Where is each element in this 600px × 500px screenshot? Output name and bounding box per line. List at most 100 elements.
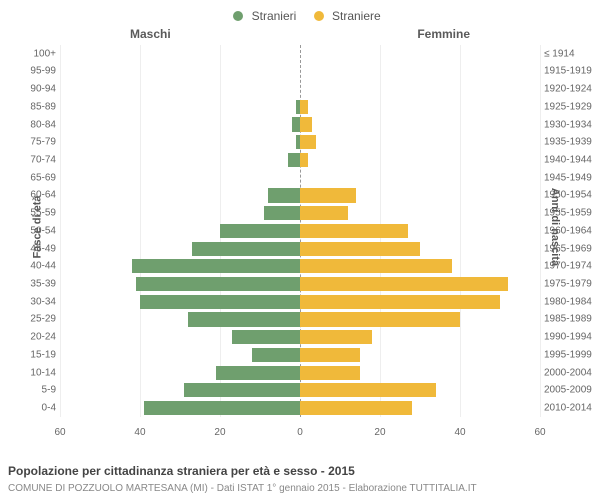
bar-female (300, 366, 360, 380)
bar-female (300, 153, 308, 167)
bar-female (300, 277, 508, 291)
age-row: 0-42010-2014 (60, 399, 540, 417)
age-row: 100+≤ 1914 (60, 45, 540, 63)
bar-female (300, 135, 316, 149)
bar-male (192, 242, 300, 256)
birth-label: 1915-1919 (544, 66, 594, 77)
bar-female (300, 295, 500, 309)
bar-female (300, 117, 312, 131)
age-label: 25-29 (20, 314, 56, 325)
bar-male (216, 366, 300, 380)
bar-female (300, 348, 360, 362)
birth-label: 1920-1924 (544, 84, 594, 95)
bar-male (252, 348, 300, 362)
chart-area: 100+≤ 191495-991915-191990-941920-192485… (60, 45, 540, 417)
age-row: 65-691945-1949 (60, 169, 540, 187)
birth-label: 1960-1964 (544, 225, 594, 236)
age-row: 70-741940-1944 (60, 151, 540, 169)
age-row: 45-491965-1969 (60, 240, 540, 258)
age-label: 5-9 (20, 385, 56, 396)
gridline (540, 45, 541, 417)
bar-female (300, 259, 452, 273)
age-label: 65-69 (20, 172, 56, 183)
legend-swatch-m (233, 11, 243, 21)
age-label: 60-64 (20, 190, 56, 201)
birth-label: 1970-1974 (544, 261, 594, 272)
birth-label: 1985-1989 (544, 314, 594, 325)
column-title-male: Maschi (130, 27, 171, 41)
age-label: 40-44 (20, 261, 56, 272)
birth-label: 2010-2014 (544, 403, 594, 414)
birth-label: 1940-1944 (544, 155, 594, 166)
birth-label: 2000-2004 (544, 367, 594, 378)
bar-male (136, 277, 300, 291)
bar-male (292, 117, 300, 131)
legend-swatch-f (314, 11, 324, 21)
age-row: 90-941920-1924 (60, 80, 540, 98)
bar-male (132, 259, 300, 273)
bar-male (288, 153, 300, 167)
age-row: 40-441970-1974 (60, 257, 540, 275)
rows: 100+≤ 191495-991915-191990-941920-192485… (60, 45, 540, 417)
age-row: 10-142000-2004 (60, 364, 540, 382)
xtick-label: 40 (134, 427, 145, 438)
age-row: 35-391975-1979 (60, 275, 540, 293)
bar-female (300, 206, 348, 220)
bar-male (268, 188, 300, 202)
bar-female (300, 383, 436, 397)
xtick-label: 20 (374, 427, 385, 438)
birth-label: 1975-1979 (544, 279, 594, 290)
bar-female (300, 330, 372, 344)
birth-label: 1980-1984 (544, 296, 594, 307)
age-label: 75-79 (20, 137, 56, 148)
birth-label: 1995-1999 (544, 349, 594, 360)
age-label: 90-94 (20, 84, 56, 95)
bar-female (300, 100, 308, 114)
birth-label: 1955-1959 (544, 208, 594, 219)
age-label: 100+ (20, 48, 56, 59)
birth-label: 1990-1994 (544, 332, 594, 343)
bar-female (300, 224, 408, 238)
age-row: 75-791935-1939 (60, 133, 540, 151)
age-label: 95-99 (20, 66, 56, 77)
bar-male (220, 224, 300, 238)
xtick-label: 60 (534, 427, 545, 438)
age-label: 70-74 (20, 155, 56, 166)
age-row: 85-891925-1929 (60, 98, 540, 116)
age-row: 15-191995-1999 (60, 346, 540, 364)
birth-label: 2005-2009 (544, 385, 594, 396)
column-title-female: Femmine (417, 27, 470, 41)
bar-female (300, 242, 420, 256)
age-row: 60-641950-1954 (60, 187, 540, 205)
xtick-label: 40 (454, 427, 465, 438)
age-row: 5-92005-2009 (60, 381, 540, 399)
age-label: 50-54 (20, 225, 56, 236)
bar-male (188, 312, 300, 326)
age-label: 80-84 (20, 119, 56, 130)
age-row: 95-991915-1919 (60, 63, 540, 81)
age-label: 30-34 (20, 296, 56, 307)
age-row: 25-291985-1989 (60, 311, 540, 329)
birth-label: 1935-1939 (544, 137, 594, 148)
birth-label: 1965-1969 (544, 243, 594, 254)
age-row: 20-241990-1994 (60, 328, 540, 346)
birth-label: ≤ 1914 (544, 48, 594, 59)
legend-label-f: Straniere (332, 9, 381, 23)
age-label: 0-4 (20, 403, 56, 414)
xaxis: 6040200204060 (60, 423, 540, 443)
legend-label-m: Stranieri (252, 9, 297, 23)
chart-container: Stranieri Straniere Maschi Femmine Fasce… (0, 0, 600, 500)
age-label: 15-19 (20, 349, 56, 360)
birth-label: 1945-1949 (544, 172, 594, 183)
age-row: 30-341980-1984 (60, 293, 540, 311)
xtick-label: 0 (297, 427, 303, 438)
age-label: 45-49 (20, 243, 56, 254)
bar-female (300, 401, 412, 415)
age-row: 50-541960-1964 (60, 222, 540, 240)
age-row: 80-841930-1934 (60, 116, 540, 134)
bar-male (140, 295, 300, 309)
age-row: 55-591955-1959 (60, 204, 540, 222)
bar-female (300, 312, 460, 326)
birth-label: 1925-1929 (544, 101, 594, 112)
age-label: 20-24 (20, 332, 56, 343)
